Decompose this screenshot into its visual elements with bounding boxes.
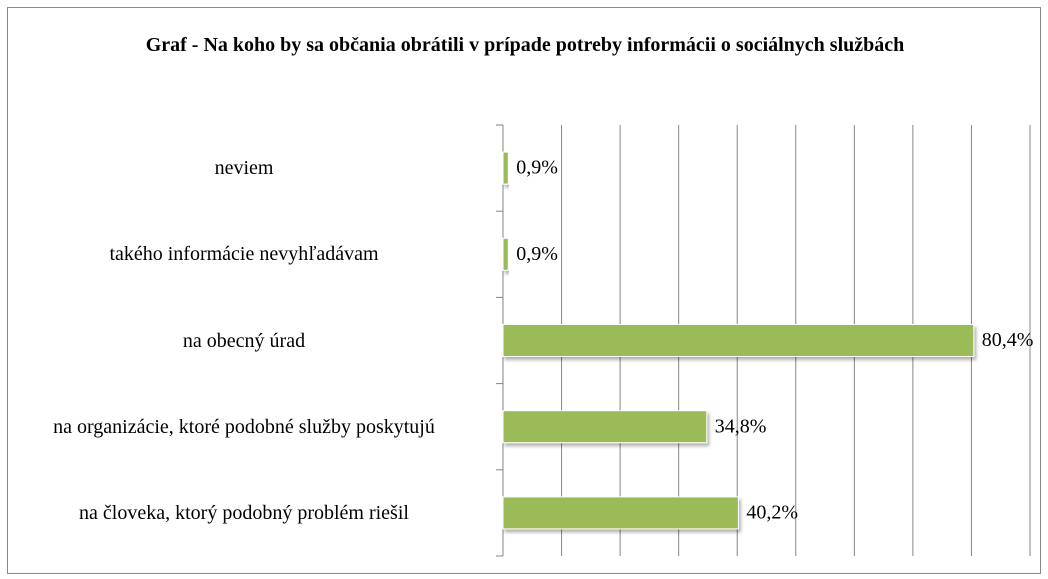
bar xyxy=(502,237,509,271)
y-tick-label: takého informácie nevyhľadávam xyxy=(109,243,379,266)
y-tick-label: na obecný úrad xyxy=(182,329,306,352)
y-tick-label: neviem xyxy=(214,157,274,180)
data-label: 0,9% xyxy=(516,157,558,179)
bar xyxy=(502,151,509,185)
chart-title: Graf - Na koho by sa občania obrátili v … xyxy=(145,34,905,56)
chart-border xyxy=(7,7,1041,574)
bar xyxy=(502,324,975,357)
bar xyxy=(502,410,708,444)
bar xyxy=(502,496,739,530)
data-label: 80,4% xyxy=(982,329,1034,351)
data-label: 40,2% xyxy=(746,501,798,523)
y-tick-label: na človeka, ktorý podobný problém riešil xyxy=(79,501,409,524)
data-label: 34,8% xyxy=(715,415,767,437)
data-label: 0,9% xyxy=(516,243,558,265)
y-tick-label: na organizácie, ktoré podobné služby pos… xyxy=(53,415,435,438)
